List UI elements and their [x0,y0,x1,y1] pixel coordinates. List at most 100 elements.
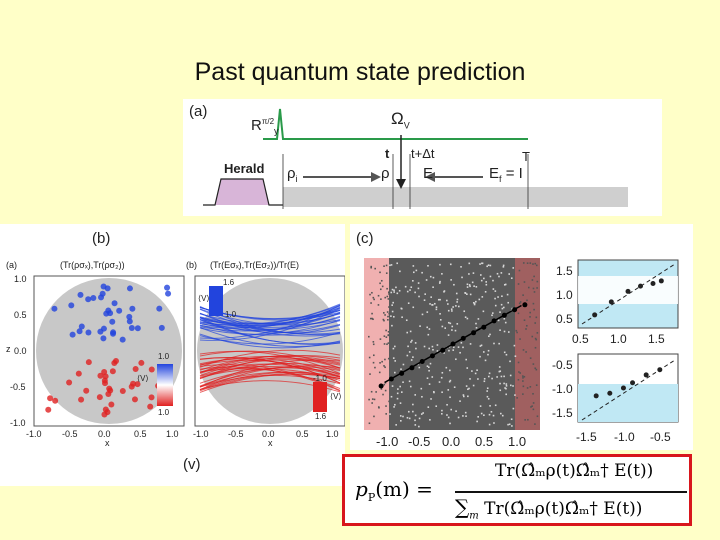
scatter-dot [489,275,492,278]
trajectories-b [199,303,341,393]
scatter-dot [489,405,491,407]
inset1-point [658,278,664,284]
scatter-dot [387,315,389,318]
inset-points [581,263,676,421]
trajectory-line-b [199,359,341,378]
scatter-dot [505,353,508,356]
scatter-dot [412,306,415,309]
scatter-dot [429,419,431,421]
scatter-dot [472,302,475,304]
scatter-dot [519,301,522,303]
scatter-dot [423,345,426,348]
trajectory-dot-a [126,285,133,292]
scatter-dot [451,310,453,312]
scatter-dot [371,398,374,400]
Ef-label: Ef = I [489,165,523,184]
scatter-dot [439,280,441,283]
scatter-dot [514,394,516,396]
scatter-dot [503,351,506,354]
scatter-dot [492,279,494,282]
scatter-dot [444,327,447,329]
scatter-dot [469,343,472,345]
trajectory-dot-a [83,387,90,394]
scatter-dot [536,280,539,283]
trajectory-dot-a [148,394,155,401]
scatter-dot [414,419,416,422]
xlabel-a: x [105,438,110,448]
scatter-dot [461,276,463,279]
scatter-dot [519,338,521,340]
trajectory-dot-a [85,359,92,366]
scatter-dot [487,397,490,400]
scatter-dot [525,351,527,353]
inset2-point [593,393,599,399]
scatter-dot [372,354,375,357]
scatter-dot [368,398,370,401]
scatter-dot [465,385,468,387]
scatter-dot [517,312,520,315]
scatter-dot [439,313,441,315]
scatter-dot [480,412,483,415]
scatter-dot [476,420,478,423]
scatter-dot [535,338,538,341]
scatter-dot [447,321,450,324]
scatter-dot [384,358,386,361]
trajectory-dot-a [126,318,133,325]
scatter-dot [379,362,381,364]
cb-top: 1.0 [158,352,170,361]
scatter-dot [402,381,404,384]
scatter-dot [507,301,510,304]
scatter-dot [467,388,469,391]
scatter-dot [529,311,531,314]
scatter-dot [373,298,375,301]
trajectory-dot-a [98,294,105,301]
scatter-dot [410,341,412,343]
scatter-dot [388,293,390,295]
scatter-dot [502,264,505,267]
scatter-dot [410,359,413,361]
scatter-dot [423,299,426,301]
scatter-dot [441,391,443,394]
scatter-dot [527,286,530,289]
scatter-dot [484,359,487,362]
scatter-dot [510,418,513,421]
scatter-dot [397,388,399,390]
scatter-dot [535,384,538,386]
ytick-a-0: 1.0 [14,274,27,284]
scatter-dot [449,396,451,399]
scatter-dot [532,302,535,305]
scatter-dot [473,302,476,305]
scatter-dot [441,273,443,275]
scatter-dot [477,416,479,418]
scatter-dot [412,265,415,267]
scatter-dot [522,349,525,351]
scatter-dot [449,263,452,266]
formula-numerator: Tr(Ω̂ₘρ(t)Ω̂ₘ† E(t)) [495,461,654,481]
trajectories-a [45,283,172,418]
inset1-point [638,283,643,289]
scatter-dot [503,284,506,286]
scatter-dot [534,337,537,340]
mean-point [399,370,405,376]
trajectory-line-b [199,350,341,369]
mean-point [481,324,487,330]
scatter-dot [525,324,528,327]
inset2-y-0: -0.5 [552,358,573,372]
c-xtick-2: 0.0 [442,434,461,449]
scatter-dot [386,295,389,298]
scatter-dot [533,308,535,311]
mean-point [440,347,446,353]
mean-point [388,376,394,382]
scatter-dot [383,312,385,314]
scatter-dot [485,281,487,283]
scatter-dot [526,387,529,389]
scatter-dot [466,283,469,286]
scatter-dot [496,376,498,378]
inset1-x-1: 1.0 [610,332,627,346]
scatter-dot [383,343,386,345]
rho-label: ρ [381,165,390,182]
scatter-dot [371,317,373,320]
scatter-dot [432,390,435,393]
scatter-dot [385,336,388,338]
scatter-dot [503,317,506,320]
